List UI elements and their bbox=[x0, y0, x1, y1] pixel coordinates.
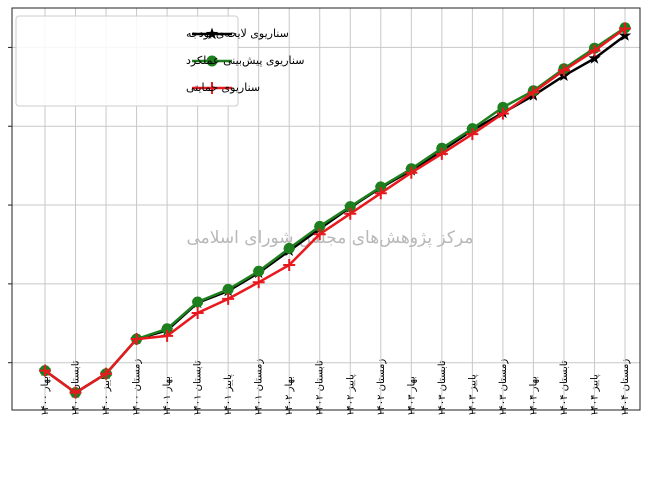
point bbox=[588, 51, 601, 64]
x-tick-label: بهار ۱۴۰۲ bbox=[284, 376, 295, 416]
point bbox=[161, 323, 173, 335]
x-tick-label: زمستان ۱۴۰۴ bbox=[620, 359, 631, 416]
point bbox=[405, 166, 418, 179]
point bbox=[466, 128, 479, 141]
point bbox=[313, 228, 326, 241]
x-tick-label: زمستان ۱۴۰۰ bbox=[132, 359, 143, 416]
x-tick-label: پاییز ۱۴۰۰ bbox=[101, 374, 112, 416]
legend-label: سناریوی حمایتی bbox=[186, 81, 260, 94]
x-tick-label: بهار ۱۴۰۱ bbox=[162, 376, 173, 416]
point bbox=[344, 207, 357, 220]
point bbox=[314, 220, 326, 232]
legend: سناریوی لایحه‌ی بودجه سناریوی پیش‌بینی عم… bbox=[15, 15, 304, 107]
point bbox=[618, 29, 632, 41]
x-tick-label: پاییز ۱۴۰۲ bbox=[345, 374, 356, 416]
plot-frame bbox=[11, 7, 641, 411]
legend-box bbox=[15, 15, 239, 107]
point bbox=[375, 181, 387, 193]
x-tick-label: زمستان ۱۴۰۳ bbox=[498, 359, 509, 416]
point bbox=[161, 329, 174, 342]
point bbox=[192, 296, 204, 308]
series bbox=[39, 22, 631, 399]
x-tick-label: زمستان ۱۴۰۲ bbox=[376, 359, 387, 416]
point bbox=[283, 258, 296, 271]
point bbox=[39, 364, 51, 377]
point bbox=[191, 307, 204, 320]
point bbox=[527, 86, 540, 99]
x-tick-label: پاییز ۱۴۰۴ bbox=[589, 374, 600, 416]
point bbox=[222, 292, 235, 305]
x-tick-label: تابستان ۱۴۰۲ bbox=[315, 360, 326, 416]
point bbox=[130, 333, 143, 346]
point bbox=[497, 101, 509, 113]
x-tick-label: زمستان ۱۴۰۱ bbox=[254, 359, 265, 416]
point bbox=[253, 265, 265, 277]
legend-label: سناریوی لایحه‌ی بودجه bbox=[186, 27, 289, 40]
point bbox=[252, 276, 265, 289]
point bbox=[100, 367, 113, 380]
x-tick-label: پاییز ۱۴۰۱ bbox=[223, 374, 234, 416]
x-tick-label: تابستان ۱۴۰۴ bbox=[559, 360, 570, 416]
point bbox=[222, 283, 234, 295]
point bbox=[588, 44, 601, 57]
x-tick-label: بهار ۱۴۰۴ bbox=[528, 376, 539, 416]
point bbox=[206, 55, 218, 67]
point bbox=[344, 201, 356, 213]
point bbox=[619, 22, 631, 35]
point bbox=[435, 147, 448, 160]
x-tick-label: تابستان ۱۴۰۳ bbox=[437, 360, 448, 416]
x-tick-label: پاییز ۱۴۰۳ bbox=[467, 374, 478, 416]
point bbox=[496, 107, 509, 120]
x-tick-label: تابستان ۱۴۰۱ bbox=[193, 360, 204, 416]
point bbox=[557, 64, 570, 77]
point bbox=[69, 386, 82, 399]
point bbox=[374, 187, 387, 200]
x-tick-label: بهار ۱۴۰۰ bbox=[40, 376, 51, 416]
legend-label: سناریوی پیش‌بینی عملکرد bbox=[186, 54, 304, 67]
point bbox=[205, 27, 219, 40]
watermark: مرکز پژوهش‌های مجلس شورای اسلامی bbox=[186, 228, 473, 248]
x-tick-label: بهار ۱۴۰۳ bbox=[406, 376, 417, 416]
point bbox=[206, 82, 218, 94]
point bbox=[283, 242, 295, 254]
